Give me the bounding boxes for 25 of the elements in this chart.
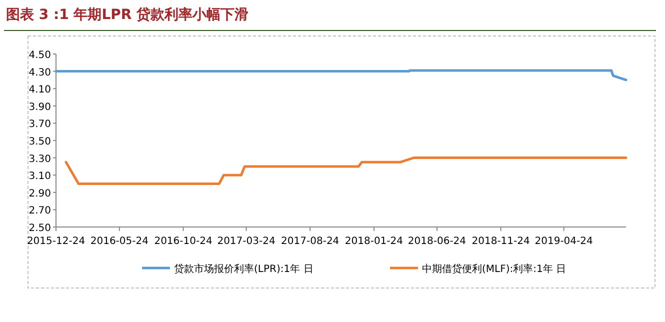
line-series [64, 156, 628, 185]
y-tick-label: 3.90 [28, 102, 51, 113]
y-tick-label: 3.30 [28, 154, 51, 165]
y-tick-label: 3.50 [28, 136, 51, 148]
legend-label: 贷款市场报价利率(LPR):1年 日 [174, 263, 314, 275]
y-tick-label: 2.50 [28, 223, 51, 234]
line-series [54, 69, 628, 82]
x-tick-label: 2017-03-24 [217, 236, 276, 247]
y-tick-label: 4.50 [28, 50, 51, 61]
x-tick-label: 2018-06-24 [408, 236, 466, 247]
y-tick-label: 4.30 [28, 67, 51, 78]
x-tick-label: 2018-01-24 [344, 236, 404, 247]
y-tick-label: 2.70 [28, 206, 51, 217]
x-tick-label: 2018-11-24 [472, 236, 530, 247]
x-tick-label: 2016-10-24 [154, 236, 212, 247]
x-tick-label: 2017-08-24 [281, 236, 340, 247]
y-tick-label: 3.70 [28, 119, 51, 130]
legend-label: 中期借贷便利(MLF):利率:1年 日 [422, 263, 566, 275]
y-tick-label: 4.10 [28, 84, 51, 96]
y-tick-label: 3.10 [28, 171, 51, 182]
x-tick-label: 2015-12-24 [26, 236, 86, 247]
x-tick-label: 2016-05-24 [90, 236, 148, 247]
y-tick-label: 2.90 [28, 188, 51, 200]
x-tick-label: 2019-04-24 [534, 236, 593, 247]
chart-title: 图表 3 :1 年期LPR 贷款利率小幅下滑 [6, 6, 249, 24]
